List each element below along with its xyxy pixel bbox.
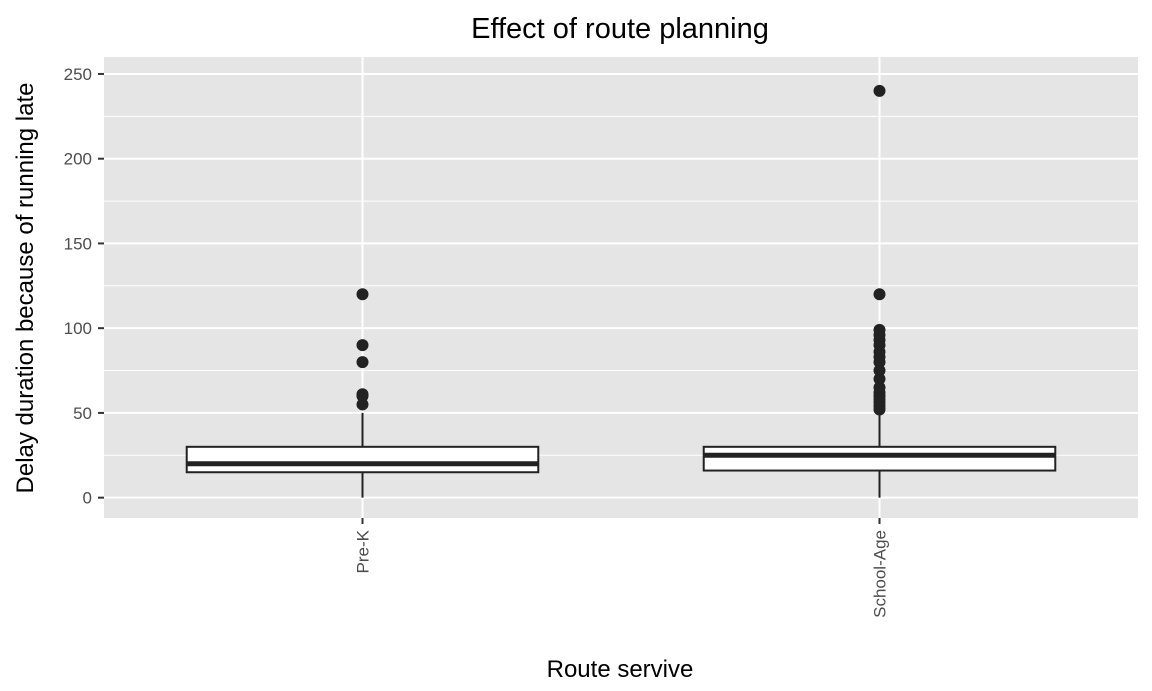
box-iqr xyxy=(702,445,1057,472)
outlier-point xyxy=(356,398,369,411)
y-tick-label: 100 xyxy=(64,319,92,338)
outlier-point xyxy=(356,339,369,352)
x-tick-label: Pre-K xyxy=(354,529,373,573)
y-axis-title: Delay duration because of running late xyxy=(12,83,39,494)
box-iqr xyxy=(185,445,540,474)
chart-title: Effect of route planning xyxy=(471,13,769,45)
x-tick-label: School-Age xyxy=(871,530,890,618)
outlier-point xyxy=(356,288,369,301)
outlier-point xyxy=(873,373,886,386)
grid-lines xyxy=(104,57,1138,518)
outlier-point xyxy=(356,356,369,369)
outlier-point xyxy=(356,388,369,401)
boxplot-school-age xyxy=(702,84,1057,498)
outlier-point xyxy=(873,381,886,394)
y-tick-label: 200 xyxy=(64,150,92,169)
y-tick-label: 250 xyxy=(64,65,92,84)
y-tick-label: 0 xyxy=(83,489,92,508)
box-plots xyxy=(185,84,1057,498)
y-tick-label: 150 xyxy=(64,234,92,253)
boxplot-pre-k xyxy=(185,288,540,498)
y-axis: 0 50 100 150 200 250 xyxy=(64,65,104,508)
x-axis: Pre-K School-Age xyxy=(354,518,890,618)
plot-panel xyxy=(104,57,1138,518)
outlier-point xyxy=(873,288,886,301)
outlier-point xyxy=(873,84,886,97)
outlier-point xyxy=(873,364,886,377)
outlier-point xyxy=(873,323,886,336)
x-axis-title: Route servive xyxy=(547,656,694,683)
y-tick-label: 50 xyxy=(73,404,92,423)
